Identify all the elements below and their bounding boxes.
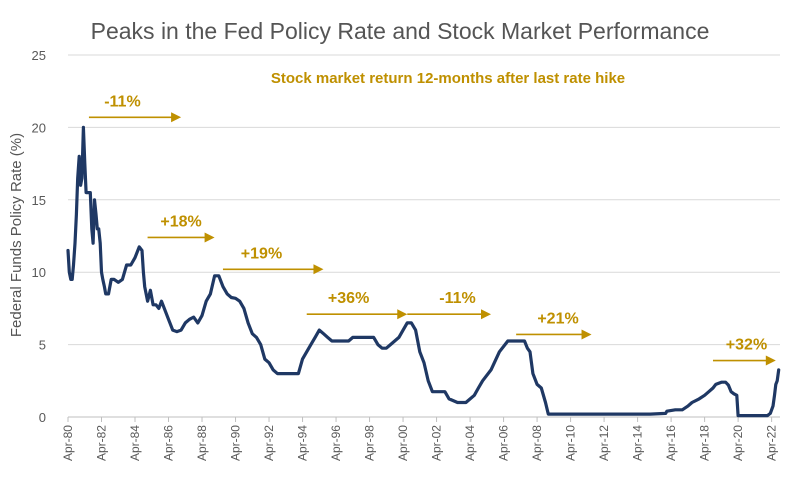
annotation-label: -11% bbox=[439, 290, 475, 307]
annotation-arrow-head bbox=[204, 232, 215, 243]
y-tick-label: 0 bbox=[39, 410, 46, 425]
x-tick-label: Apr-02 bbox=[430, 425, 444, 461]
y-tick-label: 25 bbox=[32, 48, 46, 63]
annotation-label: +21% bbox=[537, 310, 578, 327]
annotation-arrow-head bbox=[765, 355, 776, 366]
y-axis-ticks: 0 5 10 15 20 25 bbox=[32, 48, 46, 425]
annotation-label: +19% bbox=[241, 245, 282, 262]
x-tick-label: Apr-88 bbox=[195, 425, 209, 461]
x-tick-label: Apr-20 bbox=[731, 425, 745, 461]
x-tick-label: Apr-94 bbox=[296, 425, 310, 461]
x-tick-label: Apr-00 bbox=[396, 425, 410, 461]
x-tick-label: Apr-96 bbox=[329, 425, 343, 461]
y-tick-label: 20 bbox=[32, 120, 46, 135]
x-tick-label: Apr-90 bbox=[229, 425, 243, 461]
return-annotations: -11% +18% +19% +36% -11% +21% +32% bbox=[88, 93, 776, 366]
x-tick-label: Apr-10 bbox=[564, 425, 578, 461]
annotation-arrow-head bbox=[481, 309, 492, 320]
chart-subtitle: Stock market return 12-months after last… bbox=[271, 70, 625, 87]
y-axis-label: Federal Funds Policy Rate (%) bbox=[8, 133, 25, 337]
fed-funds-rate-line bbox=[66, 125, 781, 418]
y-tick-label: 10 bbox=[32, 265, 46, 280]
x-tick-label: Apr-92 bbox=[262, 425, 276, 461]
x-tick-label: Apr-98 bbox=[363, 425, 377, 461]
x-tick-label: Apr-08 bbox=[530, 425, 544, 461]
x-tick-label: Apr-12 bbox=[597, 425, 611, 461]
x-tick-label: Apr-04 bbox=[463, 425, 477, 461]
x-tick-label: Apr-84 bbox=[128, 425, 142, 461]
annotation-arrow-head bbox=[397, 309, 408, 320]
y-tick-label: 15 bbox=[32, 193, 46, 208]
x-tick-label: Apr-22 bbox=[765, 425, 779, 461]
x-tick-label: Apr-82 bbox=[95, 425, 109, 461]
chart-title: Peaks in the Fed Policy Rate and Stock M… bbox=[91, 18, 710, 44]
annotation-label: +36% bbox=[328, 290, 369, 307]
annotation-label: -11% bbox=[104, 93, 140, 110]
x-tick-label: Apr-16 bbox=[664, 425, 678, 461]
x-tick-label: Apr-80 bbox=[61, 425, 75, 461]
annotation-label: +32% bbox=[726, 337, 767, 354]
annotation-label: +18% bbox=[160, 213, 201, 230]
annotation-arrow-head bbox=[313, 264, 324, 275]
annotation-arrow-head bbox=[581, 329, 592, 340]
annotation-arrow-head bbox=[171, 112, 182, 123]
grid bbox=[68, 54, 780, 418]
x-tick-label: Apr-06 bbox=[497, 425, 511, 461]
x-tick-label: Apr-14 bbox=[631, 425, 645, 461]
x-tick-label: Apr-86 bbox=[162, 425, 176, 461]
y-tick-label: 5 bbox=[39, 338, 46, 353]
x-axis-ticks: Apr-80 Apr-82 Apr-84 Apr-86 Apr-88 Apr-90 Apr-… bbox=[61, 417, 779, 461]
x-tick-label: Apr-18 bbox=[698, 425, 712, 461]
